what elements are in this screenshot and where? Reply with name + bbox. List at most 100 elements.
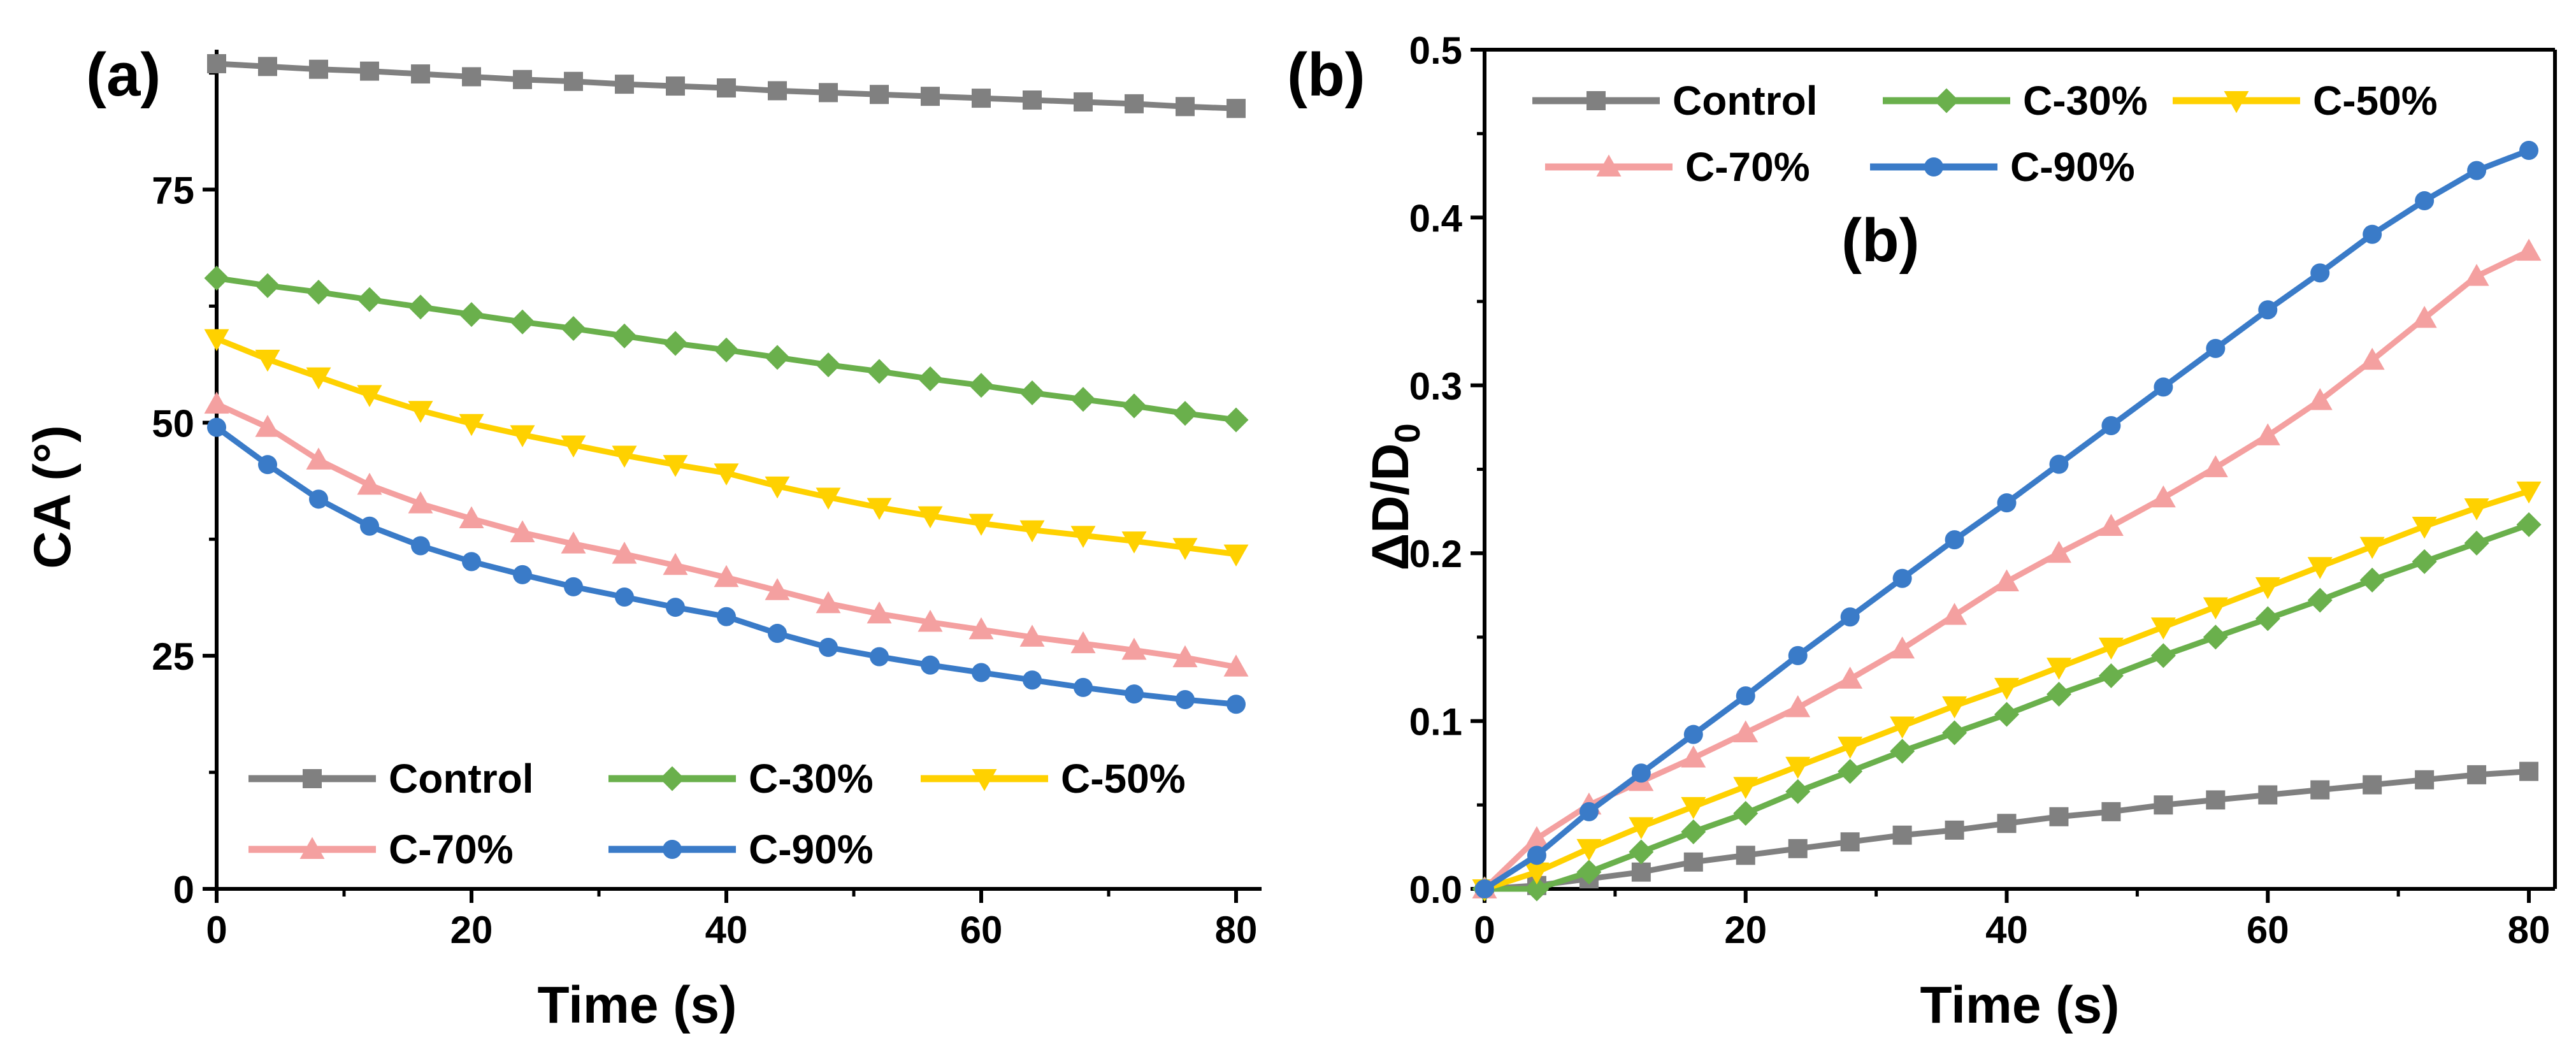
data-point-c-30pct (255, 273, 280, 298)
data-point-c-90pct (207, 417, 226, 437)
data-point-c-30pct (1070, 387, 1096, 412)
legend-swatch-marker (2224, 91, 2249, 113)
data-point-c-30pct (1994, 702, 2020, 727)
data-point-control (921, 87, 940, 106)
data-point-c-50pct (1070, 526, 1096, 548)
data-point-c-50pct (816, 487, 841, 510)
data-point-c-90pct (1579, 802, 1599, 821)
data-point-c-90pct (1475, 879, 1494, 898)
data-point-c-50pct (917, 506, 943, 529)
data-point-c-50pct (2464, 498, 2489, 521)
data-point-control (2154, 795, 2173, 815)
legend-swatch-marker (299, 837, 325, 859)
data-point-c-30pct (2516, 512, 2542, 537)
series-c-30pct (204, 266, 1249, 433)
data-point-control (2206, 790, 2226, 810)
data-point-c-30pct (510, 309, 535, 335)
y-tick-label: 0.0 (1409, 868, 1462, 911)
data-point-control (2101, 802, 2121, 821)
data-point-c-90pct (1997, 493, 2017, 513)
data-point-c-50pct (1629, 817, 1654, 840)
series-control (207, 54, 1246, 119)
y-tick-label: 50 (152, 402, 194, 445)
data-point-c-30pct (1629, 839, 1654, 865)
data-point-control (1631, 862, 1651, 882)
panel-b-inner-label: (b) (1841, 206, 1920, 275)
data-point-c-70pct (1223, 654, 1249, 677)
data-point-c-30pct (2098, 663, 2124, 688)
x-tick-label: 20 (450, 909, 493, 951)
data-point-c-30pct (2255, 606, 2280, 631)
data-point-c-90pct (411, 536, 430, 556)
panel-b-y-axis-title-main: ΔD/D (1362, 443, 1420, 571)
data-point-control (666, 76, 685, 96)
data-point-c-70pct (663, 552, 688, 575)
data-point-c-30pct (867, 359, 892, 384)
data-point-c-50pct (561, 435, 586, 458)
data-point-control (1997, 814, 2017, 833)
data-point-c-70pct (816, 591, 841, 614)
data-point-c-90pct (1074, 677, 1093, 697)
data-point-c-50pct (2516, 481, 2542, 504)
data-point-c-50pct (612, 445, 637, 468)
legend-label: C-70% (1685, 144, 1810, 190)
x-tick-label: 80 (2508, 909, 2551, 951)
data-point-c-50pct (1838, 737, 1863, 759)
data-point-c-50pct (204, 329, 229, 352)
data-point-control (309, 59, 328, 79)
y-tick-label: 0.2 (1409, 533, 1462, 575)
data-point-c-30pct (1223, 407, 1249, 433)
data-point-c-50pct (1576, 839, 1602, 861)
data-point-c-30pct (1019, 380, 1045, 406)
data-point-control (462, 67, 481, 87)
panel-b-y-axis-title: ΔD/D0 (1362, 423, 1427, 570)
legend-item: C-70% (248, 826, 514, 872)
data-point-control (1788, 839, 1808, 858)
x-tick-label: 20 (1724, 909, 1767, 951)
data-point-c-30pct (2203, 624, 2228, 650)
data-point-c-30pct (2307, 587, 2333, 613)
series-control (1475, 761, 2539, 898)
legend-swatch-marker (1934, 88, 1959, 113)
data-point-c-70pct (2359, 347, 2385, 370)
series-c-90pct (1475, 141, 2539, 898)
data-point-c-70pct (2150, 485, 2176, 508)
data-point-c-90pct (309, 489, 328, 509)
x-tick-label: 60 (960, 909, 1003, 951)
data-point-c-70pct (255, 415, 280, 437)
data-point-c-90pct (2519, 141, 2539, 161)
data-point-c-50pct (2412, 517, 2437, 539)
data-point-c-50pct (408, 401, 433, 423)
data-point-c-90pct (1840, 607, 1860, 627)
data-point-c-30pct (714, 337, 739, 363)
data-point-c-50pct (1733, 777, 1759, 799)
data-point-c-90pct (2310, 263, 2330, 283)
legend-label: C-50% (1061, 756, 1186, 802)
data-point-control (1176, 97, 1195, 117)
data-point-c-70pct (459, 506, 484, 529)
legend: Control C-30% C-50% C-70% C-90% (1532, 78, 2438, 190)
legend-swatch-marker (303, 769, 322, 788)
data-point-c-90pct (1527, 846, 1546, 865)
legend-label: C-50% (2313, 78, 2438, 124)
data-point-c-50pct (306, 367, 331, 390)
data-point-c-70pct (2516, 238, 2542, 261)
data-point-c-30pct (1838, 759, 1863, 784)
data-point-c-50pct (765, 476, 790, 499)
data-point-c-70pct (1942, 603, 1968, 625)
data-point-c-70pct (968, 617, 994, 640)
legend-swatch-marker (1587, 91, 1606, 110)
data-point-c-70pct (2412, 305, 2437, 328)
data-point-c-30pct (204, 266, 229, 291)
data-point-c-50pct (2359, 537, 2385, 559)
data-point-c-90pct (2154, 377, 2173, 397)
data-point-c-90pct (360, 516, 379, 536)
data-point-c-50pct (1524, 862, 1550, 885)
data-point-c-50pct (2307, 557, 2333, 579)
data-point-control (1683, 852, 1703, 872)
data-point-c-90pct (2049, 454, 2069, 474)
data-point-c-70pct (1838, 667, 1863, 689)
data-point-c-70pct (765, 578, 790, 600)
